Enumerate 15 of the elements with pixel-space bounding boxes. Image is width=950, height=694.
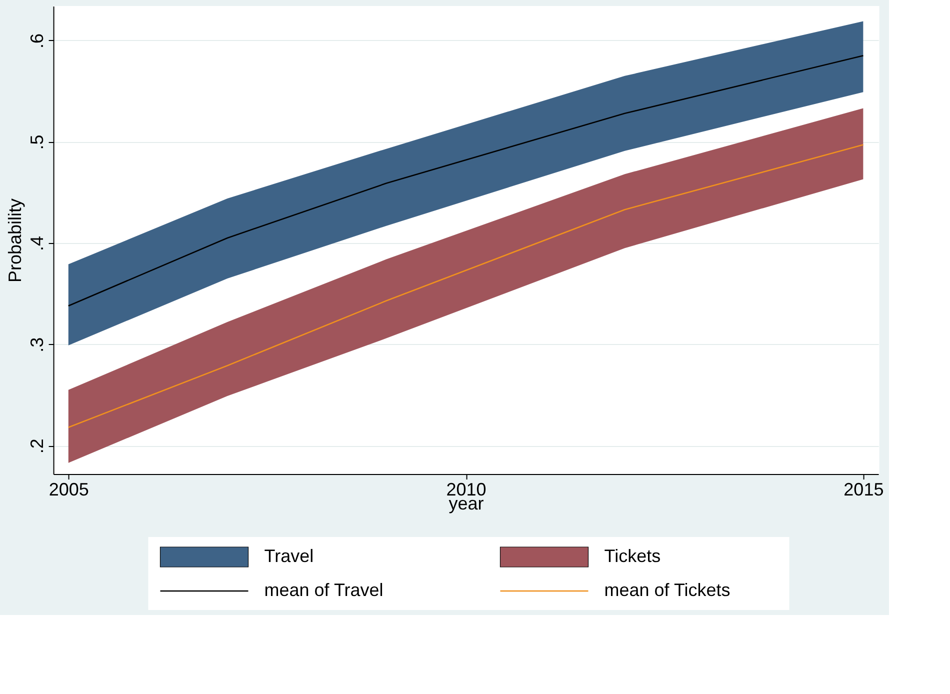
legend-label: Travel bbox=[264, 546, 314, 566]
legend-label: mean of Travel bbox=[264, 580, 384, 600]
legend-label: Tickets bbox=[604, 546, 661, 566]
x-tick-label: 2010 bbox=[446, 480, 486, 500]
y-tick-label: .3 bbox=[26, 337, 47, 352]
y-tick-label: .6 bbox=[26, 33, 47, 48]
line-series bbox=[68, 144, 864, 428]
y-tick-label: .2 bbox=[26, 438, 47, 454]
x-tick-label: 2005 bbox=[48, 480, 89, 500]
legend-label: mean of Tickets bbox=[604, 580, 730, 600]
y-tick-label: .4 bbox=[26, 236, 47, 252]
line-series bbox=[68, 54, 864, 306]
y-axis-title: Probability bbox=[4, 198, 25, 283]
y-tick-label: .5 bbox=[26, 134, 47, 150]
x-tick-label: 2015 bbox=[844, 480, 884, 500]
